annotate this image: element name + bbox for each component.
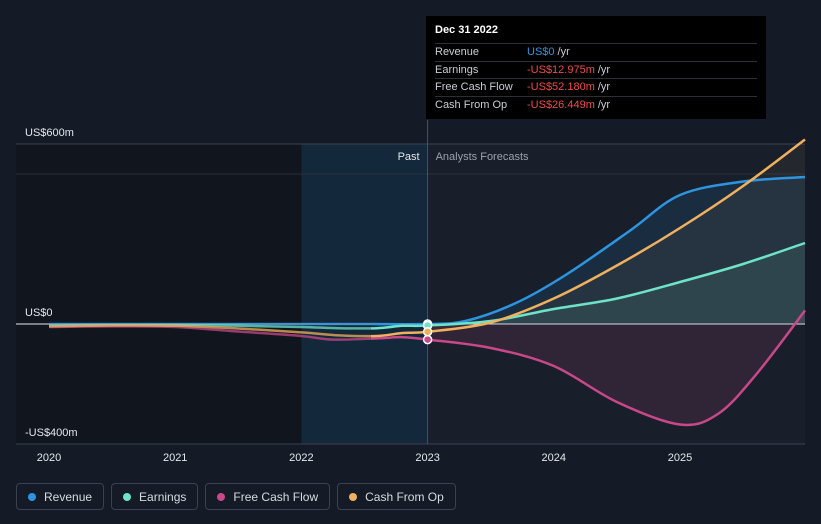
area-fill-revenue — [427, 177, 805, 324]
tooltip-value: -US$12.975m — [527, 63, 595, 76]
legend-label: Earnings — [139, 489, 187, 504]
y-tick-label: US$600m — [25, 127, 74, 139]
x-tick-label: 2020 — [37, 452, 61, 464]
tooltip-unit: /yr — [597, 98, 611, 111]
tooltip-date: Dec 31 2022 — [435, 24, 498, 36]
tooltip-value: -US$52.180m — [527, 81, 595, 94]
x-tick-label: 2022 — [289, 452, 313, 464]
x-tick-label: 2021 — [163, 452, 187, 464]
tooltip-unit: /yr — [597, 63, 611, 76]
legend-item-cash-from-op[interactable]: Cash From Op — [337, 483, 456, 510]
legend-item-free-cash-flow[interactable]: Free Cash Flow — [205, 483, 331, 510]
hover-tooltip: Dec 31 2022 Revenue US$0 /yr Earnings -U… — [426, 16, 766, 119]
legend-label: Cash From Op — [365, 489, 444, 504]
tooltip-unit: /yr — [597, 81, 611, 94]
past-label: Past — [398, 151, 420, 163]
chart-axis-labels: US$600m US$0 -US$400m 2020 2021 2022 2023 2024 2… — [25, 127, 692, 464]
legend-dot-icon — [28, 492, 36, 501]
series-line-free-cash-flow — [370, 309, 806, 427]
chart-hover-markers — [422, 319, 433, 345]
series-line-cash-from-op — [370, 138, 806, 338]
tooltip-label: Free Cash Flow — [435, 81, 513, 94]
series-line-earnings — [370, 241, 806, 330]
y-tick-label: US$0 — [25, 307, 53, 319]
tooltip-row-free-cash-flow: Free Cash Flow -US$52.180m /yr — [435, 78, 757, 96]
legend-item-earnings[interactable]: Earnings — [111, 483, 199, 510]
chart-background-bands — [16, 144, 805, 444]
chart-series-lines — [48, 138, 806, 427]
x-tick-label: 2024 — [542, 452, 566, 464]
tooltip-label: Earnings — [435, 63, 479, 76]
legend-dot-icon — [349, 492, 358, 501]
area-fill-earnings — [427, 243, 805, 326]
area-fill-cash-from-op — [427, 144, 805, 332]
marker-cash-from-op — [422, 327, 433, 337]
tooltip-value: US$0 — [527, 46, 555, 59]
legend-label: Free Cash Flow — [233, 489, 319, 504]
forecast-band — [427, 144, 805, 444]
x-tick-label: 2025 — [668, 452, 692, 464]
past-band-dark — [16, 144, 302, 444]
marker-free-cash-flow — [422, 334, 433, 345]
x-tick-label: 2023 — [415, 452, 439, 464]
legend-dot-icon — [123, 492, 132, 501]
tooltip-label: Revenue — [435, 46, 480, 59]
tooltip-row-cash-from-op: Cash From Op -US$26.449m /yr — [435, 95, 757, 114]
tooltip-label: Cash From Op — [435, 98, 508, 111]
legend-label: Revenue — [44, 489, 93, 504]
tooltip-value: -US$26.449m — [527, 98, 595, 111]
legend-item-revenue[interactable]: Revenue — [16, 483, 105, 510]
tooltip-unit: /yr — [557, 46, 570, 59]
legend-dot-icon — [217, 492, 226, 501]
series-line-free-cash-flow-past — [48, 325, 371, 341]
area-fill-free-cash-flow — [427, 310, 805, 425]
tooltip-row-revenue: Revenue US$0 /yr — [435, 43, 757, 61]
series-line-cash-from-op-past — [48, 324, 371, 338]
chart-area-fills — [427, 144, 805, 425]
series-line-earnings-past — [48, 323, 371, 330]
chart-legend: Revenue Earnings Free Cash Flow Cash Fro… — [16, 483, 456, 510]
tooltip-row-earnings: Earnings -US$12.975m /yr — [435, 60, 757, 79]
y-tick-label: -US$400m — [25, 427, 78, 439]
past-band-highlight — [301, 144, 428, 444]
forecast-label: Analysts Forecasts — [436, 151, 529, 163]
